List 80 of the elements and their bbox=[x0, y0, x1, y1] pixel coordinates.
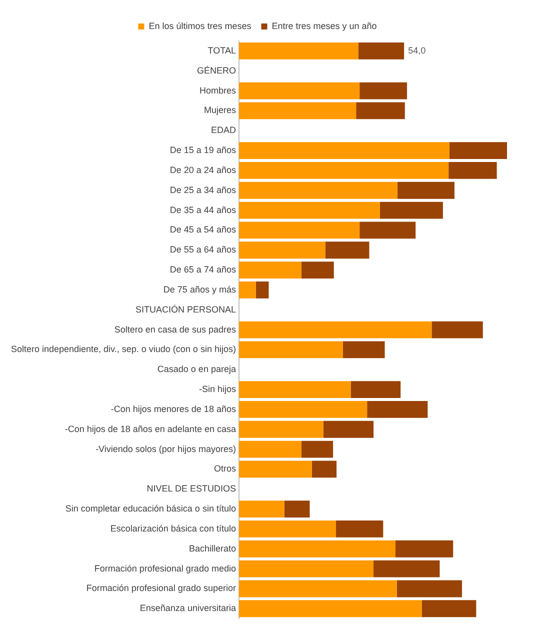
y-tick-label: Soltero en casa de sus padres bbox=[114, 324, 236, 334]
bar bbox=[323, 420, 374, 438]
bar bbox=[238, 282, 256, 298]
bar bbox=[238, 520, 336, 538]
bar bbox=[367, 401, 428, 418]
y-tick-label: De 20 a 24 años bbox=[170, 164, 236, 175]
y-tick-label: De 45 a 54 años bbox=[170, 224, 236, 235]
bar bbox=[449, 142, 507, 160]
bar bbox=[358, 42, 404, 60]
bar bbox=[432, 321, 483, 338]
bar bbox=[238, 321, 432, 338]
y-tick-label: TOTAL bbox=[208, 45, 236, 56]
bar bbox=[238, 440, 302, 458]
y-tick-label: Casado o en pareja bbox=[157, 364, 236, 374]
bar bbox=[312, 460, 337, 478]
y-tick-label: Hombres bbox=[199, 85, 236, 96]
y-tick-label: De 25 a 34 años bbox=[170, 184, 236, 195]
bar bbox=[238, 262, 302, 279]
bar bbox=[374, 560, 440, 578]
bar bbox=[360, 82, 408, 100]
bar bbox=[238, 162, 449, 179]
bar bbox=[256, 282, 269, 298]
y-tick-label: -Viviendo solos (por hijos mayores) bbox=[96, 444, 236, 454]
bar bbox=[238, 580, 397, 598]
bar bbox=[448, 162, 497, 179]
bar bbox=[350, 381, 401, 398]
bar bbox=[238, 222, 360, 239]
y-tick-label: De 55 a 64 años bbox=[170, 244, 236, 255]
y-tick-label: De 35 a 44 años bbox=[170, 204, 236, 215]
y-tick-label: GÉNERO bbox=[196, 65, 236, 76]
y-tick-label: Formación profesional grado superior bbox=[86, 583, 236, 594]
y-tick-label: Sin completar educación básica o sin título bbox=[65, 504, 236, 514]
annotation: 54,0 bbox=[408, 45, 426, 56]
y-tick-label: De 65 a 74 años bbox=[170, 264, 236, 275]
y-tick-label: Bachillerato bbox=[188, 543, 236, 554]
y-tick-label: Escolarización básica con título bbox=[110, 523, 236, 534]
bar bbox=[238, 420, 324, 438]
y-tick-label: EDAD bbox=[210, 125, 236, 136]
y-tick-label: De 15 a 19 años bbox=[170, 145, 236, 156]
bar bbox=[360, 222, 416, 239]
y-tick-label: NIVEL DE ESTUDIOS bbox=[146, 484, 236, 494]
y-tick-label: -Sin hijos bbox=[198, 384, 236, 394]
y-tick-label: Enseñanza universitaria bbox=[140, 603, 236, 614]
bar bbox=[238, 341, 343, 358]
y-tick-label: Formación profesional grado medio bbox=[94, 563, 236, 574]
y-tick-label: -Con hijos menores de 18 años bbox=[110, 404, 236, 414]
bar bbox=[396, 540, 454, 558]
bar bbox=[325, 242, 370, 259]
y-tick-label: Soltero independiente, div., sep. o viudo (con o sin hijos) bbox=[10, 344, 236, 354]
bar bbox=[284, 500, 310, 518]
y-tick-label: -Con hijos de 18 años en adelante en casa bbox=[64, 424, 236, 434]
bar bbox=[422, 600, 476, 618]
bar bbox=[238, 242, 326, 259]
bar bbox=[238, 42, 358, 60]
y-tick-label: SITUACIÓN PERSONAL bbox=[135, 304, 236, 314]
legend-label: Entre tres meses y un año bbox=[272, 20, 377, 31]
bar bbox=[238, 202, 380, 219]
bar bbox=[238, 142, 450, 160]
bar bbox=[238, 500, 284, 518]
bar bbox=[238, 600, 422, 618]
y-tick-label: Otros bbox=[214, 464, 236, 474]
bar bbox=[336, 520, 384, 538]
bar bbox=[238, 540, 396, 558]
bar bbox=[238, 560, 374, 578]
bar bbox=[342, 341, 385, 358]
bar bbox=[238, 102, 356, 120]
bar bbox=[301, 262, 334, 279]
bar bbox=[356, 102, 405, 120]
y-tick-label: Mujeres bbox=[204, 105, 236, 116]
bar bbox=[301, 440, 334, 458]
bar bbox=[238, 460, 312, 478]
bar bbox=[238, 381, 351, 398]
bar bbox=[238, 82, 360, 100]
legend-label: En los últimos tres meses bbox=[148, 20, 252, 31]
bar bbox=[238, 401, 368, 418]
y-tick-label: De 75 años y más bbox=[163, 284, 236, 294]
bar bbox=[238, 182, 398, 199]
bar bbox=[396, 580, 462, 598]
bar bbox=[380, 202, 443, 219]
bar bbox=[397, 182, 454, 199]
